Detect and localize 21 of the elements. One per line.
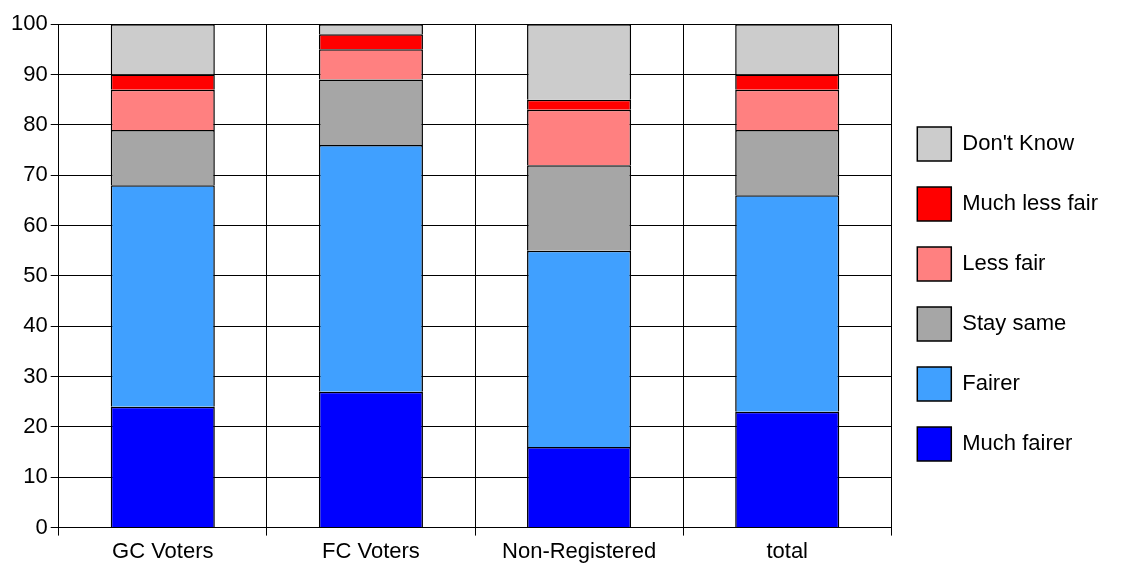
y-tick-label: 30 <box>23 362 48 388</box>
y-tick-label: 0 <box>35 513 48 539</box>
y-tick-label: 100 <box>10 10 48 36</box>
y-tick-label: 90 <box>23 60 48 86</box>
x-tick-label: total <box>766 537 809 563</box>
x-tick-label: Non-Registered <box>502 537 657 563</box>
legend-label: Much fairer <box>962 430 1073 456</box>
legend-label: Stay same <box>962 310 1067 336</box>
legend-label: Less fair <box>962 250 1046 276</box>
legend-label: Fairer <box>962 370 1020 396</box>
legend-label: Don't Know <box>962 130 1075 156</box>
y-tick-label: 20 <box>23 412 48 438</box>
y-tick-label: 60 <box>23 211 48 237</box>
y-tick-label: 80 <box>23 110 48 136</box>
y-tick-label: 10 <box>23 463 48 489</box>
y-tick-label: 50 <box>23 261 48 287</box>
y-tick-label: 70 <box>23 161 48 187</box>
x-tick-label: GC Voters <box>112 537 214 563</box>
y-tick-label: 40 <box>23 312 48 338</box>
x-tick-label: FC Voters <box>322 537 420 563</box>
legend-label: Much less fair <box>962 190 1099 216</box>
